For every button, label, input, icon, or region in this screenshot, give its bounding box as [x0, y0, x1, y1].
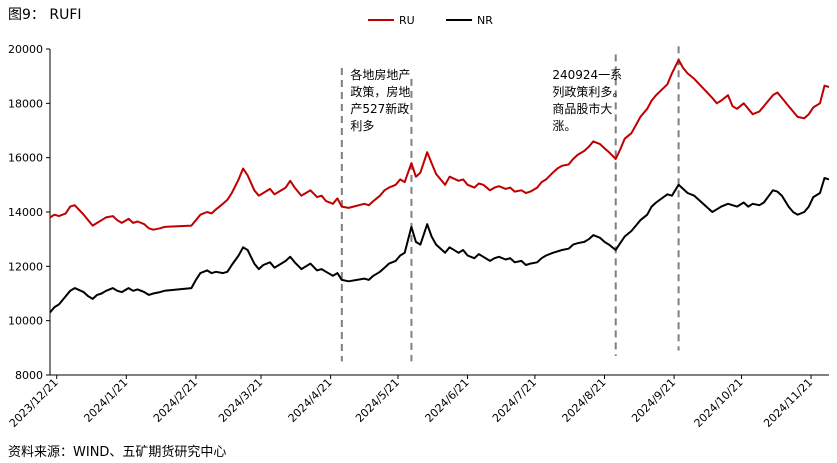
annotation-text: 商品股市大 — [552, 101, 612, 116]
y-tick-label: 18000 — [8, 97, 43, 110]
x-tick-label: 2024/2/21 — [151, 376, 200, 425]
legend-label-ru: RU — [399, 14, 415, 27]
x-tick-label: 2024/1/21 — [81, 376, 130, 425]
annotation-text: 各地房地产 — [350, 67, 410, 82]
y-tick-label: 8000 — [15, 369, 43, 382]
y-tick-label: 10000 — [8, 315, 43, 328]
x-tick-label: 2023/12/21 — [7, 376, 61, 430]
annotation-text: 利多 — [350, 119, 374, 133]
x-tick-label: 2024/6/21 — [423, 376, 472, 425]
figure-title: 图9： RUFI — [8, 7, 82, 23]
series-line-ru — [49, 58, 830, 231]
x-tick-label: 2024/8/21 — [560, 376, 609, 425]
x-tick-label: 2024/3/21 — [216, 376, 265, 425]
x-tick-label: 2024/9/21 — [629, 376, 678, 425]
annotation-text: 列政策利多。 — [552, 85, 624, 99]
y-tick-label: 20000 — [8, 43, 43, 56]
x-tick-label: 2024/4/21 — [286, 376, 335, 425]
annotation-text: 产527新政 — [350, 101, 409, 116]
x-tick-label: 2024/11/21 — [761, 376, 815, 430]
x-tick-label: 2024/10/21 — [692, 376, 746, 430]
x-tick-label: 2024/5/21 — [353, 376, 402, 425]
annotation-text: 涨。 — [552, 118, 576, 133]
annotation-text: 240924一系 — [552, 68, 622, 82]
annotation-text: 政策，房地 — [350, 84, 410, 99]
series-line-nr — [49, 177, 830, 314]
y-tick-label: 12000 — [8, 260, 43, 273]
y-tick-label: 14000 — [8, 206, 43, 219]
figure-source: 资料来源：WIND、五矿期货研究中心 — [8, 445, 227, 460]
legend-label-nr: NR — [477, 14, 493, 27]
y-tick-label: 16000 — [8, 152, 43, 165]
x-tick-label: 2024/7/21 — [490, 376, 539, 425]
